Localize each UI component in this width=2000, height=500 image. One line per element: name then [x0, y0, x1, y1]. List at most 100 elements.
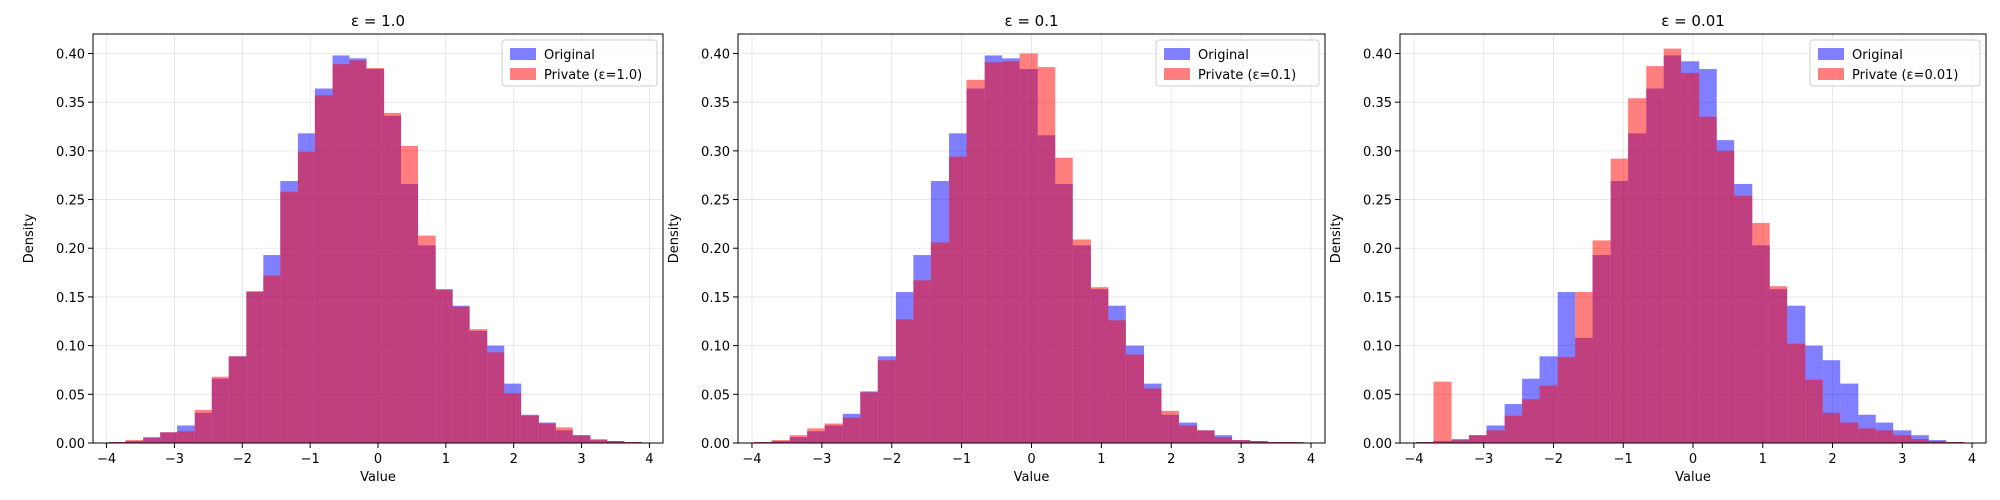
axes-frame	[92, 33, 664, 444]
histogram-bar	[538, 423, 556, 443]
x-tick-label: −2	[233, 452, 252, 467]
histogram-bar	[452, 306, 470, 443]
histogram-bar	[1197, 430, 1215, 443]
histogram-bar	[384, 112, 402, 443]
histogram-bar	[1716, 150, 1735, 443]
x-tick-label: −3	[165, 452, 184, 467]
x-tick-label: 1	[1759, 452, 1767, 467]
y-tick-label: 0.25	[56, 194, 85, 209]
histogram-bar	[1214, 437, 1233, 443]
series-private	[754, 53, 1304, 444]
histogram-bar	[1911, 439, 1929, 443]
histogram-bar	[771, 440, 790, 443]
histogram-bar	[1592, 240, 1611, 443]
histogram-bar	[1178, 425, 1198, 443]
histogram-bar	[824, 423, 843, 443]
histogram-bar	[521, 415, 539, 443]
x-tick-label: 0	[1689, 452, 1697, 467]
subplot-3: 0.00 0.05 0.10 0.15 0.20 0.25 0.30 0.35 0.40 −4 −3…	[1329, 12, 1987, 485]
y-tick-label: 0.00	[1363, 437, 1392, 452]
histogram-bar	[1055, 157, 1073, 443]
histogram-bar	[314, 95, 333, 443]
y-tick-label: 0.15	[56, 291, 85, 306]
histogram-bar	[1486, 430, 1505, 443]
axes-frame	[1399, 33, 1987, 444]
x-tick-label: −1	[952, 452, 971, 467]
series-private	[108, 60, 642, 444]
histogram-bar	[1734, 195, 1753, 443]
y-tick-label: 0.15	[1363, 291, 1392, 306]
x-tick-label: 1	[442, 452, 450, 467]
legend-label: Original	[1198, 48, 1249, 63]
histogram-bar	[1858, 428, 1876, 443]
histogram-bar	[504, 393, 522, 443]
legend-box	[1155, 39, 1320, 87]
y-axis-label: Density	[667, 213, 682, 263]
histogram-bar	[418, 235, 436, 443]
y-tick-label: 0.00	[56, 437, 85, 452]
histogram-bar	[1522, 399, 1540, 443]
subplot-1: 0.00 0.05 0.10 0.15 0.20 0.25 0.30 0.35 0.40 −4 −3…	[22, 12, 664, 485]
axes-frame	[737, 33, 1326, 444]
y-tick-label: 0.05	[56, 388, 85, 403]
y-tick-label: 0.40	[701, 47, 730, 62]
y-tick-label: 0.20	[1363, 242, 1392, 257]
histogram-bar	[1504, 415, 1523, 443]
histogram-bar	[1072, 239, 1091, 443]
x-tick-label: −4	[1404, 452, 1423, 467]
histogram-bar	[1433, 381, 1452, 443]
y-tick-label: 0.15	[701, 291, 730, 306]
histogram-bar	[1840, 422, 1859, 443]
histogram-bar	[1539, 385, 1558, 443]
histogram-bar	[160, 432, 178, 443]
histogram-bar	[228, 356, 247, 443]
y-tick-label: 0.30	[56, 145, 85, 160]
y-tick-label: 0.00	[701, 437, 730, 452]
y-tick-label: 0.35	[1363, 96, 1392, 111]
histogram-bar	[877, 360, 896, 443]
histogram-bar	[469, 329, 488, 443]
legend: Original Private (ε=0.01)	[1809, 39, 1981, 87]
histogram-bar	[349, 60, 367, 444]
histogram-bar	[1822, 412, 1841, 443]
y-tick-label: 0.40	[1363, 47, 1392, 62]
y-tick-label: 0.30	[701, 145, 730, 160]
histogram-bar	[590, 439, 608, 443]
x-tick-label: 3	[1898, 452, 1906, 467]
histogram-bar	[1681, 72, 1700, 443]
y-tick-label: 0.30	[1363, 145, 1392, 160]
y-tick-label: 0.20	[56, 242, 85, 257]
y-tick-label: 0.25	[1363, 194, 1392, 209]
y-tick-label: 0.05	[701, 388, 730, 403]
histogram-bar	[1451, 440, 1470, 443]
x-tick-label: −2	[1544, 452, 1563, 467]
legend-label: Private (ε=0.1)	[1198, 68, 1296, 83]
chart-title: ε = 0.01	[1661, 12, 1725, 30]
histogram-bar	[246, 291, 264, 443]
x-tick-label: −4	[97, 452, 116, 467]
histogram-bar	[1893, 435, 1912, 443]
x-tick-label: 4	[1307, 452, 1315, 467]
x-axis-label: Value	[1014, 470, 1050, 485]
histogram-bar	[1805, 379, 1823, 443]
histogram-bar	[1663, 48, 1682, 443]
legend-swatch	[510, 68, 536, 80]
x-tick-label: −4	[742, 452, 761, 467]
histogram-bar	[263, 275, 281, 443]
histogram-bar	[1108, 320, 1126, 443]
x-axis-label: Value	[1675, 470, 1711, 485]
x-axis-label: Value	[360, 470, 396, 485]
x-tick-label: 0	[374, 452, 382, 467]
histogram-bar	[1787, 343, 1806, 443]
histogram-bar	[297, 151, 315, 444]
histogram-bar	[401, 145, 419, 443]
histogram-bar	[984, 62, 1003, 443]
histogram-bar	[1019, 53, 1038, 443]
x-tick-label: 4	[1968, 452, 1976, 467]
histogram-bar	[435, 290, 453, 443]
y-tick-label: 0.35	[701, 96, 730, 111]
y-tick-label: 0.10	[1363, 340, 1392, 355]
histogram-bar	[572, 435, 591, 443]
y-tick-label: 0.35	[56, 96, 85, 111]
